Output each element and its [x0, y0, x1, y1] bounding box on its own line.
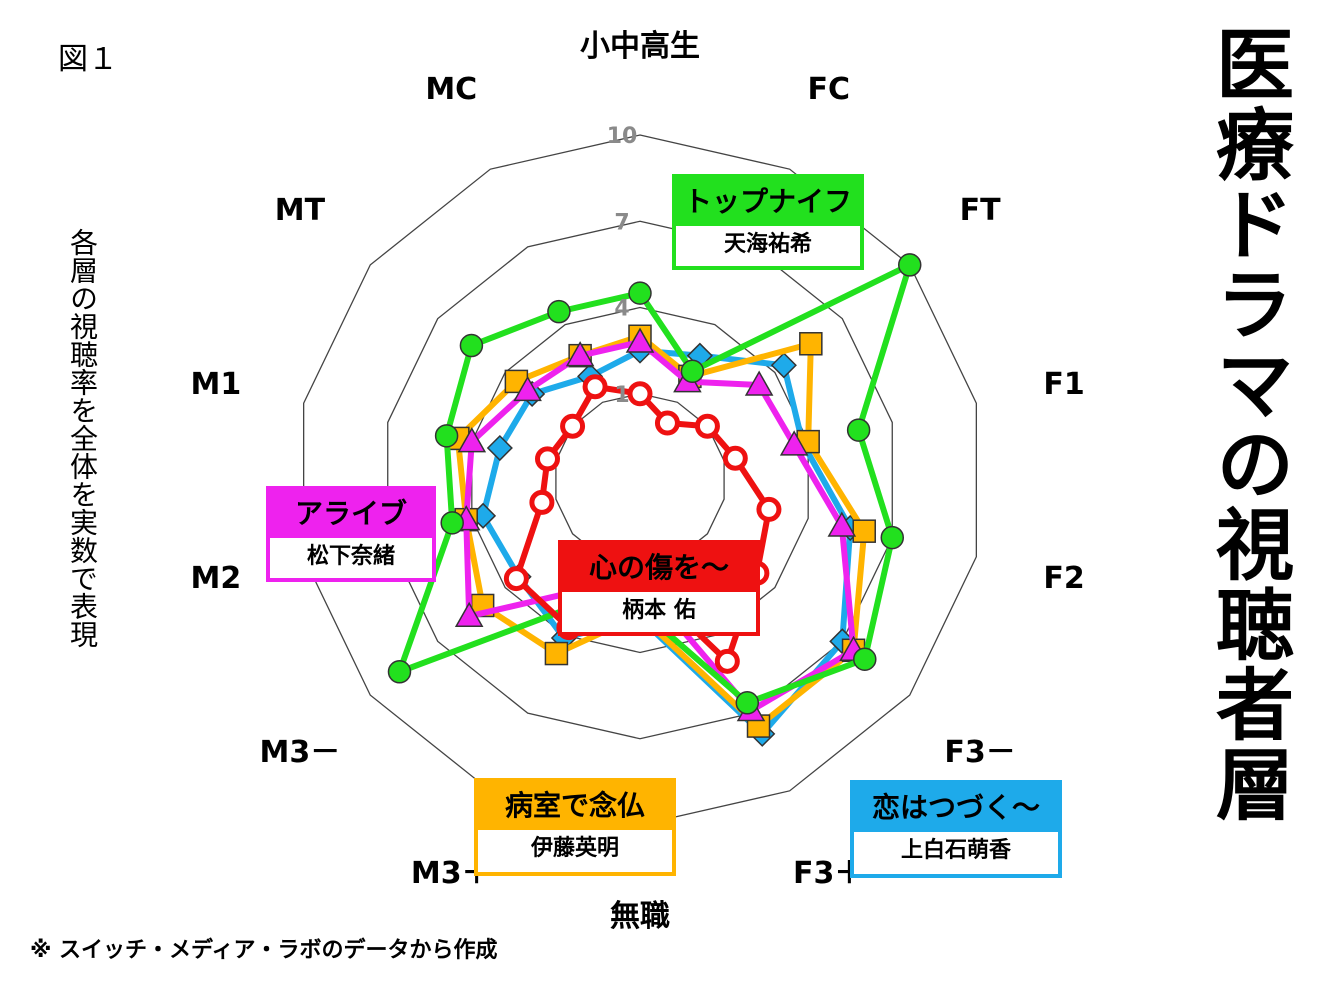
- series-2-point-4: [827, 511, 857, 537]
- figure-label: 図１: [58, 42, 118, 77]
- series-4-point-9: [503, 566, 529, 592]
- series-1-point-4: [852, 519, 876, 543]
- series-3-point-2: [897, 253, 922, 277]
- series-3-point-3: [846, 418, 871, 442]
- legend-title-koi: 恋はつづく～: [854, 784, 1058, 832]
- axis-label-11: M1: [191, 367, 242, 402]
- series-4-point-12: [560, 413, 586, 439]
- axis-label-4: F2: [1043, 561, 1084, 596]
- axis-label-9: M3－: [260, 735, 341, 770]
- series-0-point-2: [770, 352, 797, 379]
- series-1-point-2: [799, 332, 823, 356]
- page-title: 医療ドラマの視聴者層: [1203, 24, 1293, 824]
- legend-actor-top-knife: 天海祐希: [676, 226, 860, 264]
- axis-label-2: FT: [960, 193, 1001, 228]
- legend-actor-byoushitsu: 伊藤英明: [478, 830, 672, 868]
- source-note: ※ スイッチ・メディア・ラボのデータから作成: [30, 938, 498, 963]
- series-3-point-1: [680, 359, 705, 383]
- tick-label-10: 10: [607, 124, 638, 149]
- series-4-point-10: [529, 489, 555, 515]
- series-2-point-0: [625, 327, 655, 353]
- series-4-point-1: [654, 410, 680, 436]
- series-4-point-0: [627, 381, 653, 407]
- axis-label-3: F1: [1043, 367, 1084, 402]
- legend-title-byoushitsu: 病室で念仏: [478, 782, 672, 830]
- series-2-point-9: [454, 601, 484, 627]
- legend-box-byoushitsu: 病室で念仏 伊藤英明: [474, 778, 676, 876]
- series-2-point-11: [457, 427, 487, 453]
- axis-label-0: 小中高生: [580, 29, 700, 64]
- series-1-point-8: [544, 641, 569, 666]
- series-3-point-9: [387, 660, 412, 684]
- axis-label-13: MC: [425, 72, 477, 107]
- tick-label-1: 1: [614, 383, 629, 408]
- series-2-point-13: [565, 341, 595, 367]
- series-2-point-3: [779, 430, 809, 456]
- series-4-point-13: [582, 374, 608, 400]
- axis-label-12: MT: [275, 193, 326, 228]
- series-3-point-4: [880, 525, 905, 550]
- radar-series: [387, 253, 922, 747]
- grid-ring-7: [387, 220, 893, 740]
- series-3-point-0: [628, 281, 652, 305]
- series-4-point-4: [756, 496, 782, 522]
- series-4-point-2: [694, 413, 720, 439]
- grid-ring-4: [471, 306, 809, 654]
- series-2-point-12: [513, 375, 542, 402]
- legend-box-alive: アライブ 松下奈緒: [266, 486, 436, 582]
- tick-label-4: 4: [614, 297, 629, 322]
- axis-label-1: FC: [807, 72, 850, 107]
- legend-box-kokoro: 心の傷を～ 柄本 佑: [558, 540, 760, 636]
- series-3-point-10: [440, 511, 464, 535]
- series-3-point-12: [459, 333, 484, 358]
- legend-box-koi: 恋はつづく～ 上白石萌香: [850, 780, 1062, 878]
- axis-label-10: M2: [191, 561, 242, 596]
- legend-actor-alive: 松下奈緒: [270, 538, 432, 576]
- series-4-point-3: [722, 445, 748, 471]
- legend-title-kokoro: 心の傷を～: [562, 544, 756, 592]
- legend-actor-kokoro: 柄本 佑: [562, 592, 756, 630]
- series-3-point-13: [547, 299, 571, 324]
- series-3-point-5: [853, 647, 877, 672]
- legend-actor-koi: 上白石萌香: [854, 832, 1058, 870]
- axis-label-5: F3－: [944, 735, 1015, 770]
- legend-box-top-knife: トップナイフ 天海祐希: [672, 174, 864, 270]
- tick-label-7: 7: [614, 210, 629, 235]
- series-4-point-11: [535, 446, 561, 472]
- series-0-point-11: [486, 434, 513, 462]
- series-3-point-6: [735, 691, 760, 715]
- series-2-point-2: [744, 370, 774, 396]
- legend-title-top-knife: トップナイフ: [676, 178, 860, 226]
- series-4-point-6: [714, 648, 740, 674]
- axis-label-7: 無職: [610, 899, 670, 934]
- series-3-point-11: [434, 424, 459, 448]
- y-axis-label: 各層の視聴率を全体を実数で表現: [66, 228, 99, 648]
- legend-title-alive: アライブ: [270, 490, 432, 538]
